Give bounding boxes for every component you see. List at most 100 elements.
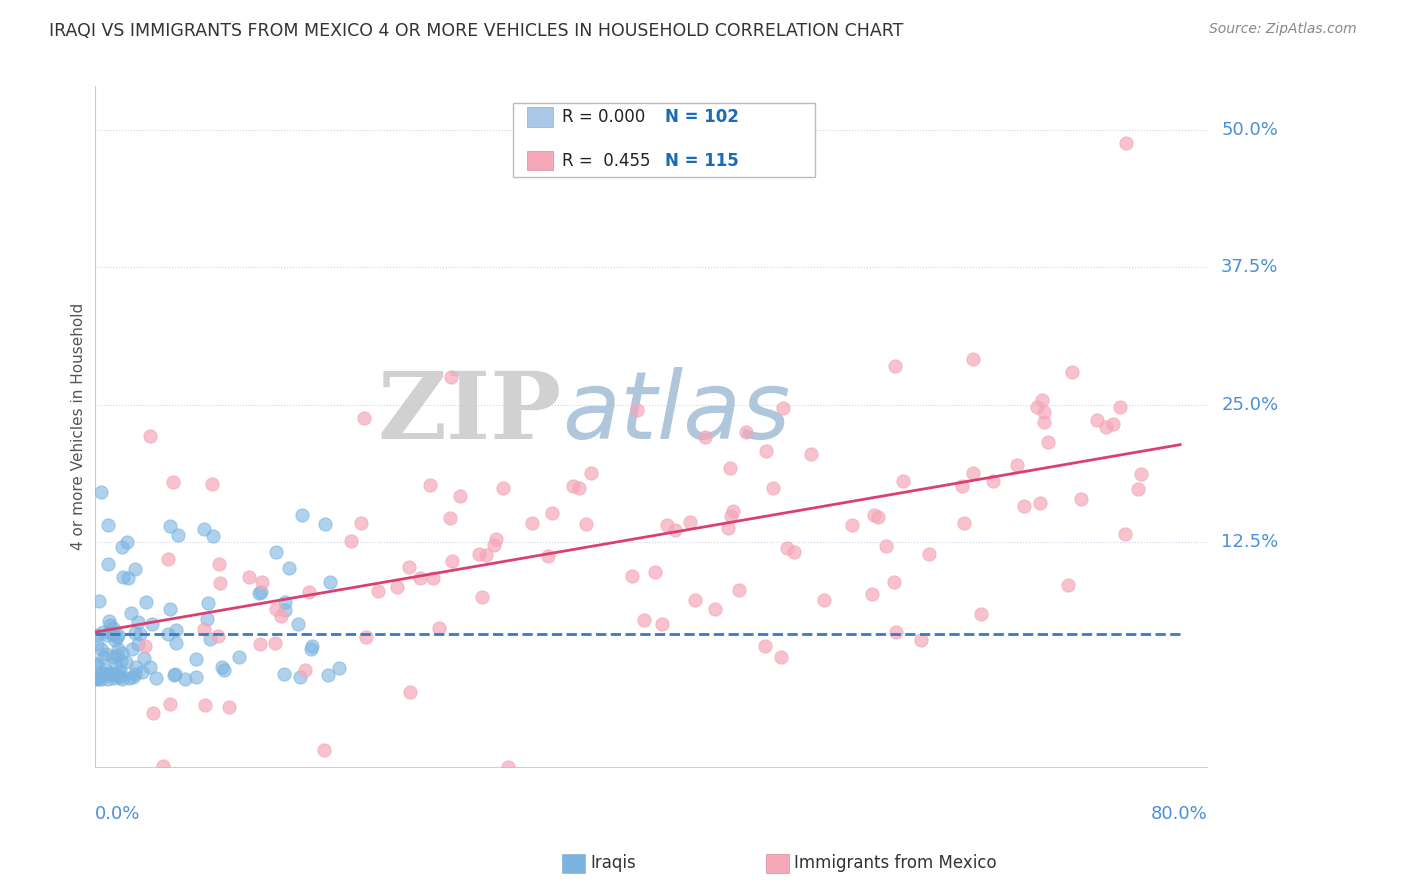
- Point: [91, 624, 114, 639]
- Point: [651, 617, 673, 632]
- Point: [1126, 482, 1149, 496]
- Point: [299, 642, 322, 657]
- Point: [201, 477, 224, 491]
- Point: [218, 700, 240, 714]
- Text: Source: ZipAtlas.com: Source: ZipAtlas.com: [1209, 22, 1357, 37]
- Point: [278, 561, 301, 575]
- Point: [186, 670, 208, 684]
- Point: [449, 489, 471, 503]
- Point: [100, 625, 122, 640]
- Point: [129, 626, 152, 640]
- Point: [429, 621, 451, 635]
- Point: [422, 571, 444, 585]
- Point: [717, 521, 740, 535]
- Point: [107, 628, 129, 642]
- Point: [165, 636, 187, 650]
- Point: [104, 668, 127, 682]
- Text: 25.0%: 25.0%: [1222, 395, 1278, 414]
- Point: [91, 665, 114, 679]
- Point: [727, 582, 749, 597]
- Point: [568, 481, 591, 495]
- Point: [762, 481, 785, 495]
- Point: [117, 572, 139, 586]
- Point: [800, 447, 823, 461]
- Point: [114, 655, 136, 669]
- Point: [679, 515, 702, 529]
- Point: [621, 569, 644, 583]
- Point: [1115, 136, 1137, 151]
- Point: [520, 516, 543, 530]
- Point: [193, 622, 215, 636]
- Point: [783, 545, 806, 559]
- Point: [860, 587, 883, 601]
- Point: [1109, 400, 1132, 414]
- Point: [981, 474, 1004, 488]
- Point: [156, 552, 179, 566]
- Point: [249, 586, 271, 600]
- Point: [875, 539, 897, 553]
- Text: N = 102: N = 102: [665, 108, 740, 126]
- Point: [127, 637, 149, 651]
- Point: [354, 630, 377, 644]
- Point: [1095, 419, 1118, 434]
- Point: [644, 565, 666, 579]
- Text: N = 115: N = 115: [665, 152, 738, 169]
- Point: [184, 652, 207, 666]
- Point: [134, 651, 156, 665]
- Point: [212, 663, 235, 677]
- Point: [98, 665, 121, 680]
- Point: [398, 560, 420, 574]
- Point: [163, 668, 186, 682]
- Text: 37.5%: 37.5%: [1222, 259, 1278, 277]
- Point: [108, 668, 131, 682]
- Point: [884, 624, 907, 639]
- Point: [124, 562, 146, 576]
- Point: [90, 672, 112, 686]
- Point: [159, 519, 181, 533]
- Point: [1070, 491, 1092, 506]
- Point: [165, 624, 187, 638]
- Point: [655, 518, 678, 533]
- Point: [319, 574, 342, 589]
- Point: [163, 666, 186, 681]
- Point: [89, 594, 111, 608]
- Point: [561, 479, 583, 493]
- Point: [328, 661, 350, 675]
- Point: [111, 540, 134, 554]
- Point: [138, 428, 160, 442]
- Point: [1101, 417, 1123, 432]
- Text: atlas: atlas: [562, 368, 790, 458]
- Point: [868, 510, 890, 524]
- Point: [125, 659, 148, 673]
- Point: [367, 583, 389, 598]
- Point: [1007, 458, 1029, 472]
- Point: [735, 425, 758, 439]
- Point: [1114, 527, 1136, 541]
- Point: [83, 672, 105, 686]
- Point: [720, 509, 742, 524]
- Point: [198, 632, 221, 646]
- Point: [86, 637, 108, 651]
- Point: [111, 672, 134, 686]
- Point: [112, 570, 135, 584]
- Text: 0.0%: 0.0%: [94, 805, 141, 823]
- Point: [312, 742, 335, 756]
- Point: [134, 639, 156, 653]
- Point: [159, 697, 181, 711]
- Point: [664, 523, 686, 537]
- Point: [202, 529, 225, 543]
- Point: [633, 613, 655, 627]
- Point: [145, 671, 167, 685]
- Point: [207, 629, 229, 643]
- Point: [485, 532, 508, 546]
- Point: [264, 635, 287, 649]
- Point: [883, 574, 905, 589]
- Point: [93, 650, 115, 665]
- Point: [884, 359, 907, 373]
- Point: [195, 612, 218, 626]
- Point: [579, 466, 602, 480]
- Point: [131, 665, 153, 679]
- Text: 12.5%: 12.5%: [1222, 533, 1278, 550]
- Point: [96, 557, 118, 571]
- Point: [103, 649, 125, 664]
